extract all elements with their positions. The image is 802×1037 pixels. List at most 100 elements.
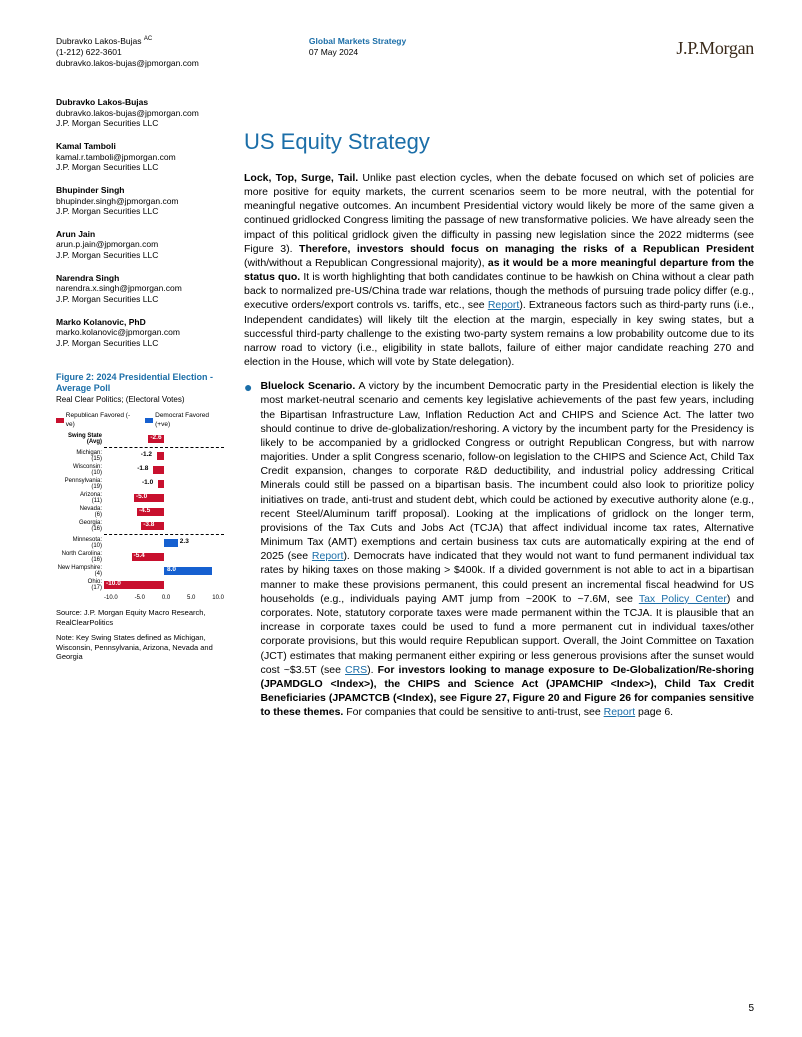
- bar-label: Pennsylvania:(19): [56, 478, 104, 490]
- bar-value: 2.3: [180, 538, 189, 547]
- report-link-1[interactable]: Report: [488, 299, 520, 311]
- figure-title: Figure 2: 2024 Presidential Election - A…: [56, 372, 224, 394]
- x-tick: 5.0: [187, 594, 195, 602]
- author-block: Marko Kolanovic, PhDmarko.kolanovic@jpmo…: [56, 317, 224, 349]
- chart-row: Arizona:(11) -5.0: [56, 491, 224, 505]
- author-block: Bhupinder Singhbhupinder.singh@jpmorgan.…: [56, 185, 224, 217]
- author-email: dubravko.lakos-bujas@jpmorgan.com: [56, 108, 224, 119]
- bar-label: Ohio:(17): [56, 579, 104, 591]
- bar-label: New Hampshire:(4): [56, 565, 104, 577]
- report-link-2[interactable]: Report: [312, 550, 344, 562]
- x-tick: -10.0: [104, 594, 118, 602]
- author-email: kamal.r.tamboli@jpmorgan.com: [56, 152, 224, 163]
- page-number: 5: [748, 1002, 754, 1016]
- author-name: Arun Jain: [56, 229, 224, 240]
- bullet-bluelock: ● Bluelock Scenario. A victory by the in…: [244, 379, 754, 719]
- author-firm: J.P. Morgan Securities LLC: [56, 206, 224, 217]
- author-email: bhupinder.singh@jpmorgan.com: [56, 196, 224, 207]
- bar-value: 8.0: [167, 566, 176, 575]
- bar-label: Michigan:(15): [56, 450, 104, 462]
- bar-label: Nevada:(6): [56, 506, 104, 518]
- author-block: Dubravko Lakos-Bujasdubravko.lakos-bujas…: [56, 97, 224, 129]
- author-firm: J.P. Morgan Securities LLC: [56, 338, 224, 349]
- author-block: Narendra Singhnarendra.x.singh@jpmorgan.…: [56, 273, 224, 305]
- chart-row: Wisconsin:(10)-1.8: [56, 463, 224, 477]
- chart-row: Ohio:(17)-10.0: [56, 578, 224, 592]
- chart-x-axis: -10.0 -5.0 0.0 5.0 10.0: [104, 592, 224, 602]
- tax-policy-link[interactable]: Tax Policy Center: [639, 593, 727, 605]
- bullet-lead: Bluelock Scenario.: [260, 380, 355, 392]
- bullet-text-a: A victory by the incumbent Democratic pa…: [260, 380, 754, 562]
- x-tick: -5.0: [135, 594, 145, 602]
- author-firm: J.P. Morgan Securities LLC: [56, 162, 224, 173]
- header-author: Dubravko Lakos-Bujas AC (1-212) 622-3601…: [56, 36, 199, 69]
- bar-value: -5.4: [134, 552, 145, 561]
- p1-lead: Lock, Top, Surge, Tail.: [244, 172, 358, 184]
- author-firm: J.P. Morgan Securities LLC: [56, 250, 224, 261]
- chart-row: Swing State (Avg)-2.6: [56, 432, 224, 446]
- sidebar: Dubravko Lakos-Bujasdubravko.lakos-bujas…: [56, 97, 224, 719]
- chart-bar: [158, 480, 164, 488]
- chart-row: Pennsylvania:(19) -1.0: [56, 477, 224, 491]
- bar-label: Minnesota:(10): [56, 537, 104, 549]
- crs-link[interactable]: CRS: [345, 664, 367, 676]
- bar-label: Arizona:(11): [56, 492, 104, 504]
- author-sup: AC: [144, 36, 152, 42]
- author-email: marko.kolanovic@jpmorgan.com: [56, 327, 224, 338]
- bullet-text-e: For companies that could be sensitive to…: [343, 706, 603, 718]
- bar-value: -5.0: [136, 493, 147, 502]
- paragraph-1: Lock, Top, Surge, Tail. Unlike past elec…: [244, 171, 754, 369]
- x-tick: 10.0: [212, 594, 224, 602]
- header-phone: (1-212) 622-3601: [56, 47, 199, 58]
- author-firm: J.P. Morgan Securities LLC: [56, 118, 224, 129]
- author-block: Arun Jainarun.p.jain@jpmorgan.comJ.P. Mo…: [56, 229, 224, 261]
- figure-note: Note: Key Swing States defined as Michig…: [56, 633, 224, 661]
- author-block: Kamal Tambolikamal.r.tamboli@jpmorgan.co…: [56, 141, 224, 173]
- header-dept-block: Global Markets Strategy 07 May 2024: [309, 36, 406, 69]
- bar-label: Georgia:(16): [56, 520, 104, 532]
- chart-legend: Republican Favored (-ve) Democrat Favore…: [56, 412, 224, 430]
- section-title: US Equity Strategy: [244, 127, 754, 157]
- header-dept: Global Markets Strategy: [309, 36, 406, 47]
- figure-source: Source: J.P. Morgan Equity Macro Researc…: [56, 608, 224, 627]
- header-author-name: Dubravko Lakos-Bujas: [56, 36, 142, 46]
- figure-subtitle: Real Clear Politics; (Electoral Votes): [56, 395, 224, 406]
- bar-value: -1.0: [142, 479, 153, 488]
- chart-row: Nevada:(6) -4.5: [56, 505, 224, 519]
- x-tick: 0.0: [162, 594, 170, 602]
- bar-value: -4.5: [139, 507, 150, 516]
- bar-value: -1.2: [141, 451, 152, 460]
- chart-row: Georgia:(16) -3.8: [56, 519, 224, 533]
- bar-value: -10.0: [106, 580, 121, 589]
- author-name: Kamal Tamboli: [56, 141, 224, 152]
- bar-label: North Carolina:(16): [56, 551, 104, 563]
- p1-text-b: (with/without a Republican Congressional…: [244, 257, 485, 269]
- author-name: Dubravko Lakos-Bujas: [56, 97, 224, 108]
- author-email: arun.p.jain@jpmorgan.com: [56, 239, 224, 250]
- author-email: narendra.x.singh@jpmorgan.com: [56, 283, 224, 294]
- chart-bar: [164, 539, 178, 547]
- poll-chart: Republican Favored (-ve) Democrat Favore…: [56, 412, 224, 603]
- p1-bold: Therefore, investors should focus on man…: [299, 243, 754, 255]
- chart-row: Michigan:(15) -1.2: [56, 449, 224, 463]
- chart-row: North Carolina:(16) -5.4: [56, 550, 224, 564]
- bullet-paragraph: Bluelock Scenario. A victory by the incu…: [260, 379, 754, 719]
- bar-label: Wisconsin:(10): [56, 464, 104, 476]
- bullet-text-f: page 6.: [635, 706, 673, 718]
- author-name: Marko Kolanovic, PhD: [56, 317, 224, 328]
- author-name: Bhupinder Singh: [56, 185, 224, 196]
- author-firm: J.P. Morgan Securities LLC: [56, 294, 224, 305]
- bullet-text-d: ).: [367, 664, 377, 676]
- chart-bar: [153, 466, 164, 474]
- legend-rep: Republican Favored (-ve): [66, 412, 138, 430]
- report-link-3[interactable]: Report: [604, 706, 636, 718]
- chart-divider: [104, 534, 224, 535]
- author-name: Narendra Singh: [56, 273, 224, 284]
- main-content: US Equity Strategy Lock, Top, Surge, Tai…: [244, 97, 754, 719]
- chart-row: Minnesota:(10) 2.3: [56, 536, 224, 550]
- header-date: 07 May 2024: [309, 47, 406, 58]
- chart-row: New Hampshire:(4) 8.0: [56, 564, 224, 578]
- chart-divider: [104, 447, 224, 448]
- bar-value: -3.8: [143, 521, 154, 530]
- bullet-marker: ●: [244, 380, 252, 719]
